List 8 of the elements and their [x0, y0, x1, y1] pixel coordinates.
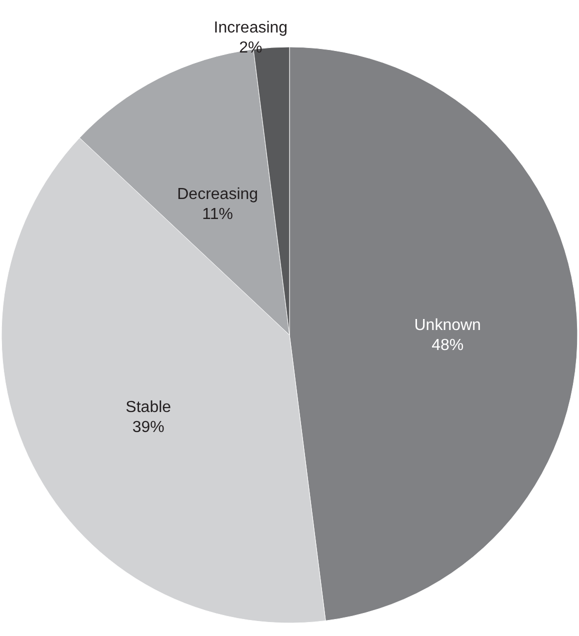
- slice-label: Unknown: [414, 317, 481, 334]
- data-label: 39%: [132, 418, 164, 436]
- data-label: 2%: [239, 40, 262, 57]
- slice-label: Decreasing: [177, 186, 258, 203]
- data-label: 48%: [432, 337, 464, 354]
- slice-label: Increasing: [214, 20, 288, 37]
- slice-label: Stable: [126, 398, 172, 416]
- data-label: 11%: [202, 206, 234, 223]
